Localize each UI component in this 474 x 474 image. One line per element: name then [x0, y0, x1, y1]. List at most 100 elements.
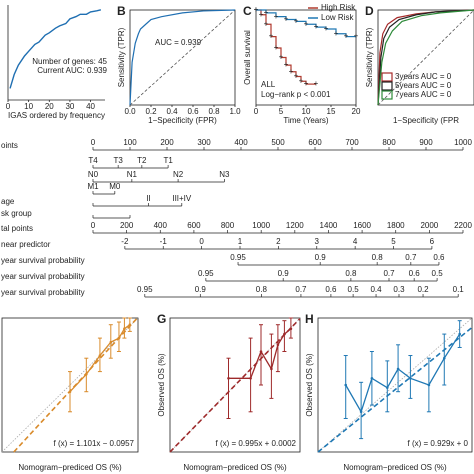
scale-label: -2 [121, 237, 129, 246]
censor-mark: + [264, 19, 269, 28]
scale-label: 800 [382, 138, 396, 147]
x-axis-label: 1−Specificity (FPR [393, 116, 459, 125]
calibration-point [98, 354, 102, 357]
scale-label: 0.8 [345, 269, 357, 278]
censor-mark: + [289, 67, 294, 76]
legend-label: High Risk [321, 3, 356, 12]
censor-mark: + [304, 19, 309, 28]
fit-equation: f (x) = 0.995x + 0.0002 [216, 439, 297, 448]
survival-step [256, 9, 267, 13]
survival-step [266, 12, 277, 17]
survival-step [266, 23, 272, 37]
scale-label: 3 [315, 237, 320, 246]
scale-label: 0.4 [370, 285, 382, 294]
data-line [9, 9, 102, 89]
x-axis-label: 1−Specificity (FPR) [148, 116, 217, 125]
legend-label: 7years AUC = 0 [395, 90, 452, 99]
x-tick-label: 10 [24, 102, 33, 111]
scale-label: 0.5 [348, 285, 360, 294]
panel-letter: C [243, 4, 252, 18]
calibration-point [227, 377, 230, 380]
calibration-point [458, 332, 461, 336]
scale-label: 0.95 [137, 285, 153, 294]
scale-label: 0.6 [409, 269, 421, 278]
scale-label: N3 [219, 170, 230, 179]
scale-label: T4 [88, 156, 98, 165]
scale-label: 0.7 [383, 269, 395, 278]
scale-label: N2 [173, 170, 184, 179]
censor-mark: + [314, 79, 319, 88]
survival-step [316, 26, 327, 29]
censor-mark: + [304, 79, 309, 88]
x-axis-label: IGAS ordered by frequency [8, 111, 105, 120]
calibration-point [270, 367, 273, 371]
ideal-diagonal [317, 317, 473, 453]
scale-label: 400 [234, 138, 248, 147]
annotation: ALL [261, 80, 276, 89]
x-tick-label: 0 [254, 107, 259, 116]
scale-label: 0.2 [417, 285, 429, 294]
survival-step [281, 56, 287, 66]
calibration-point [370, 377, 374, 380]
panel-letter: G [157, 312, 166, 326]
censor-mark: + [264, 8, 269, 17]
survival-step [301, 80, 307, 85]
scale-label: 800 [221, 221, 235, 230]
scale-label: 0.95 [198, 269, 214, 278]
scale-label: -1 [160, 237, 168, 246]
scale-label: 100 [123, 138, 137, 147]
error-bar [282, 320, 287, 352]
x-tick-label: 0 [6, 102, 11, 111]
x-axis-label: Nomogram−prediced OS (%) [183, 463, 287, 472]
legend-box [381, 72, 393, 82]
row-label: near predictor [1, 240, 51, 249]
x-tick-label: 0.8 [208, 107, 220, 116]
x-tick-label: 30 [65, 102, 74, 111]
censor-mark: + [284, 60, 289, 69]
calibration-point [123, 327, 126, 331]
calibration-line [345, 333, 461, 414]
calibration-point [259, 350, 263, 353]
scale-label: 900 [419, 138, 433, 147]
scale-label: 200 [160, 138, 174, 147]
scale-label: 0.5 [432, 269, 444, 278]
survival-step [286, 18, 297, 22]
fit-equation: f (x) = 1.101x − 0.0957 [54, 439, 135, 448]
scale-label: 1000 [454, 138, 472, 147]
y-axis-label: Observed OS (%) [157, 353, 166, 416]
x-tick-label: 0.0 [124, 107, 136, 116]
censor-mark: + [269, 32, 274, 41]
error-bar [385, 360, 390, 413]
scale-label: II [146, 194, 150, 203]
scale-label: 0.7 [405, 253, 417, 262]
calibration-line [228, 328, 292, 379]
survival-step [261, 14, 267, 25]
y-axis-label: Sensitivity (TPR) [117, 27, 126, 87]
annotation: Log−rank p < 0.001 [261, 90, 331, 99]
row-label: sk group [1, 209, 32, 218]
error-bar [275, 324, 280, 373]
error-bar [226, 357, 231, 419]
censor-mark: + [344, 32, 349, 41]
scale-label: N0 [88, 170, 99, 179]
calibration-point [427, 383, 431, 387]
scale-label: 0.3 [393, 285, 405, 294]
censor-mark: + [294, 17, 299, 26]
x-tick-label: 15 [327, 107, 336, 116]
panel-letter: H [305, 312, 314, 326]
scale-label: 1400 [320, 221, 338, 230]
roc-curve [377, 9, 474, 106]
error-bar [248, 337, 253, 413]
scale-label: 0.6 [325, 285, 337, 294]
x-axis-label: Nomogram−prediced OS (%) [343, 463, 447, 472]
x-tick-label: 10 [302, 107, 311, 116]
fit-line [317, 326, 473, 453]
scale-label: 600 [308, 138, 322, 147]
plot-frame [317, 317, 473, 453]
error-bar [408, 355, 413, 399]
scale-label: T1 [163, 156, 173, 165]
scale-label: 1600 [353, 221, 371, 230]
row-label: age [1, 197, 15, 206]
row-label: year survival probability [1, 272, 85, 281]
calibration-point [344, 383, 348, 387]
